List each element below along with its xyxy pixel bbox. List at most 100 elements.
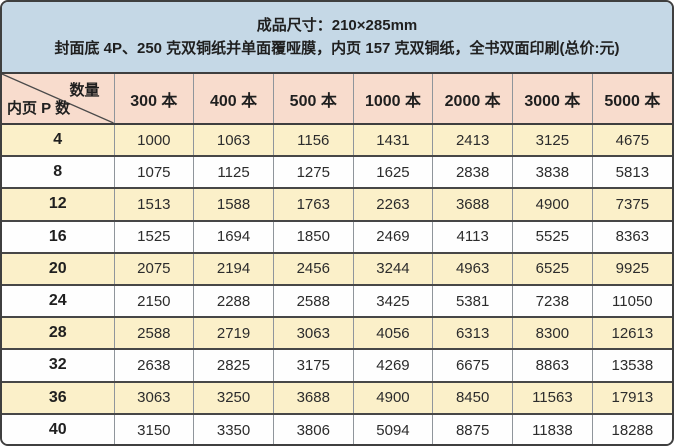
diagonal-divider-line [2,74,114,123]
price-cell: 4056 [352,316,433,350]
price-cell: 1625 [352,155,433,189]
price-cell: 18288 [591,412,672,444]
price-cell: 2263 [352,187,433,221]
price-table: 数量 内页 P 数 300 本 400 本 500 本 1000 本 2000 本 300… [2,74,672,444]
table-body: 4 1000 1063 1156 1431 2413 3125 4675 8 1075 1125 12… [2,124,672,444]
price-cell: 1525 [113,219,194,253]
pages-cell: 20 [2,251,114,285]
price-cell: 4269 [352,348,433,382]
price-cell: 3350 [193,412,274,444]
price-cell: 8875 [432,412,513,444]
price-cell: 3838 [512,155,593,189]
price-cell: 4675 [591,124,672,157]
price-cell: 2588 [113,316,194,350]
column-header-cell: 300 本 [113,74,194,125]
price-cell: 17913 [591,380,672,414]
price-cell: 3175 [272,348,354,382]
price-cell: 1763 [272,187,354,221]
price-cell: 5094 [352,412,433,444]
price-cell: 2194 [193,251,274,285]
price-cell: 1063 [193,124,274,157]
price-cell: 7375 [591,187,672,221]
pages-cell: 24 [2,283,114,318]
price-cell: 2825 [193,348,274,382]
price-cell: 8450 [432,380,513,414]
price-cell: 2075 [113,251,194,285]
price-cell: 6525 [512,251,593,285]
price-cell: 1000 [113,124,194,157]
pages-cell: 16 [2,219,114,253]
table-row: 32 2638 2825 3175 4269 6675 8863 13538 [2,348,672,382]
price-cell: 2150 [113,283,194,318]
pages-cell: 40 [2,412,114,444]
price-cell: 1850 [272,219,354,253]
price-cell: 2719 [193,316,274,350]
pages-cell: 8 [2,155,114,189]
price-cell: 3150 [113,412,194,444]
column-header-cell: 2000 本 [432,74,513,125]
column-header-cell: 500 本 [272,74,354,125]
pages-cell: 32 [2,348,114,382]
price-cell: 1125 [193,155,274,189]
table-title-block: 成品尺寸：210×285mm 封面底 4P、250 克双铜纸并单面覆哑膜，内页 … [2,2,672,74]
price-cell: 6313 [432,316,513,350]
table-row: 24 2150 2288 2588 3425 5381 7238 11050 [2,283,672,318]
price-cell: 2469 [352,219,433,253]
table-row: 16 1525 1694 1850 2469 4113 5525 8363 [2,219,672,253]
price-cell: 4963 [432,251,513,285]
pages-cell: 12 [2,187,114,221]
price-cell: 8363 [591,219,672,253]
table-row: 40 3150 3350 3806 5094 8875 11838 18288 [2,412,672,444]
price-cell: 7238 [512,283,593,318]
price-cell: 3250 [193,380,274,414]
price-cell: 2588 [272,283,354,318]
corner-cell: 数量 内页 P 数 [2,74,114,125]
price-cell: 3063 [113,380,194,414]
price-cell: 1588 [193,187,274,221]
pages-cell: 4 [2,124,114,157]
price-cell: 12613 [591,316,672,350]
price-cell: 11838 [512,412,593,444]
price-cell: 3125 [512,124,593,157]
price-cell: 9925 [591,251,672,285]
column-header-cell: 400 本 [193,74,274,125]
price-cell: 4900 [352,380,433,414]
price-cell: 4113 [432,219,513,253]
table-row: 28 2588 2719 3063 4056 6313 8300 12613 [2,316,672,350]
pages-cell: 28 [2,316,114,350]
price-cell: 3806 [272,412,354,444]
column-header-cell: 1000 本 [352,74,433,125]
table-row: 8 1075 1125 1275 1625 2838 3838 5813 [2,155,672,189]
price-cell: 3063 [272,316,354,350]
price-cell: 1431 [352,124,433,157]
price-cell: 11050 [591,283,672,318]
spec-line: 封面底 4P、250 克双铜纸并单面覆哑膜，内页 157 克双铜纸，全书双面印刷… [54,39,620,57]
price-cell: 6675 [432,348,513,382]
price-cell: 8863 [512,348,593,382]
price-cell: 3688 [432,187,513,221]
price-cell: 2288 [193,283,274,318]
price-cell: 2456 [272,251,354,285]
table-row: 36 3063 3250 3688 4900 8450 11563 17913 [2,380,672,414]
column-header-row: 数量 内页 P 数 300 本 400 本 500 本 1000 本 2000 本 300… [2,74,672,125]
price-cell: 5525 [512,219,593,253]
price-cell: 1075 [113,155,194,189]
column-header-cell: 5000 本 [591,74,672,125]
price-cell: 2638 [113,348,194,382]
table-row: 12 1513 1588 1763 2263 3688 4900 7375 [2,187,672,221]
price-cell: 3425 [352,283,433,318]
price-cell: 2413 [432,124,513,157]
price-cell: 13538 [591,348,672,382]
price-cell: 8300 [512,316,593,350]
product-size-line: 成品尺寸：210×285mm [256,16,418,34]
table-row: 4 1000 1063 1156 1431 2413 3125 4675 [2,124,672,157]
price-cell: 3688 [272,380,354,414]
price-cell: 2838 [432,155,513,189]
column-header-cell: 3000 本 [512,74,593,125]
pages-cell: 36 [2,380,114,414]
quantity-axis-label: 数量 [69,82,100,99]
price-cell: 1275 [272,155,354,189]
price-cell: 5813 [591,155,672,189]
price-cell: 1156 [272,124,354,157]
